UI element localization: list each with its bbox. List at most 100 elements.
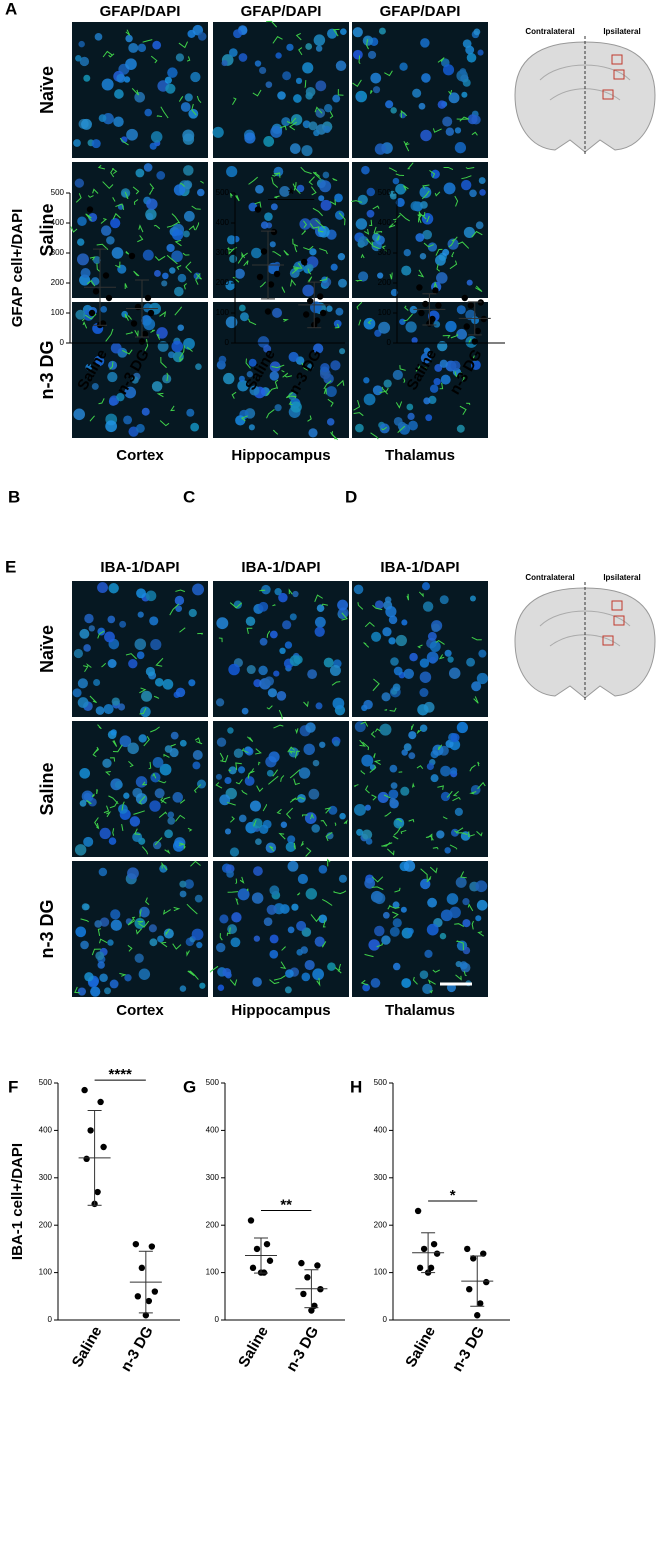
process (94, 817, 99, 829)
process (137, 235, 144, 243)
micrograph (213, 721, 349, 857)
nucleus (152, 40, 162, 50)
nucleus (395, 634, 407, 647)
data-point (256, 273, 264, 281)
nucleus (315, 702, 323, 710)
nucleus (110, 909, 121, 920)
process (339, 890, 347, 895)
nucleus (228, 766, 237, 775)
process (318, 226, 324, 233)
nucleus (117, 703, 126, 711)
nucleus (127, 867, 139, 880)
process (437, 57, 445, 63)
process (219, 752, 224, 762)
nucleus (420, 201, 428, 209)
process (150, 55, 158, 64)
nucleus (108, 583, 119, 594)
nucleus (280, 821, 288, 828)
nucleus (407, 412, 415, 421)
nucleus (355, 423, 364, 433)
micrograph (72, 721, 208, 857)
process (102, 50, 113, 58)
nucleus (308, 428, 318, 438)
y-tick-label: 400 (39, 1126, 53, 1135)
process (143, 735, 150, 747)
nucleus (305, 43, 313, 50)
nucleus (312, 968, 325, 981)
nucleus (421, 582, 431, 591)
nucleus (192, 583, 205, 596)
process (312, 207, 323, 217)
process (152, 772, 157, 779)
nucleus (233, 600, 243, 609)
nucleus (249, 385, 260, 396)
nucleus (429, 384, 439, 393)
process (243, 260, 249, 267)
nucleus (273, 670, 280, 677)
roi-cortex (611, 54, 623, 65)
nucleus (392, 177, 400, 185)
process (438, 654, 445, 660)
process (369, 765, 377, 773)
process (125, 653, 137, 660)
process (96, 822, 100, 830)
process (364, 621, 375, 628)
nucleus (108, 837, 117, 845)
panel-letter: D (345, 487, 357, 506)
nucleus (366, 209, 375, 218)
nucleus (94, 920, 102, 928)
nucleus (384, 596, 392, 604)
nucleus (366, 187, 376, 197)
panel-letter: E (5, 557, 16, 576)
process (230, 193, 233, 198)
process (156, 392, 164, 398)
process (278, 709, 283, 720)
nucleus (229, 847, 240, 857)
nucleus (305, 264, 314, 272)
process (449, 260, 458, 270)
process (219, 933, 223, 941)
process (125, 250, 130, 255)
nucleus (131, 376, 139, 384)
nucleus (389, 764, 398, 773)
nucleus (285, 841, 296, 853)
nucleus (81, 903, 89, 911)
process (477, 931, 485, 937)
nucleus (329, 664, 341, 676)
schematic-label: Ipsilateral (603, 27, 640, 36)
process (288, 121, 297, 131)
nucleus (289, 143, 301, 154)
process (452, 790, 459, 797)
process (403, 378, 406, 384)
process (179, 627, 186, 633)
process (294, 244, 298, 253)
process (226, 932, 231, 936)
process (288, 750, 296, 754)
nucleus (435, 254, 446, 266)
process (245, 358, 251, 369)
data-point (141, 330, 149, 338)
process (115, 261, 121, 269)
process (127, 945, 133, 952)
nucleus (149, 938, 158, 947)
nucleus (145, 212, 154, 221)
data-point (145, 1297, 153, 1305)
data-point (317, 293, 324, 300)
nucleus (425, 414, 433, 422)
process (454, 195, 459, 207)
nucleus (444, 847, 451, 854)
process (433, 281, 438, 289)
process (179, 183, 185, 187)
data-point (130, 320, 138, 327)
process (451, 236, 458, 242)
process (156, 334, 161, 340)
nucleus (443, 182, 456, 195)
process (370, 90, 373, 94)
nucleus (93, 355, 105, 367)
nucleus (77, 987, 87, 996)
process (320, 820, 328, 827)
nucleus (311, 824, 320, 833)
nucleus (171, 229, 184, 241)
nucleus (363, 699, 373, 710)
nucleus (442, 64, 455, 76)
